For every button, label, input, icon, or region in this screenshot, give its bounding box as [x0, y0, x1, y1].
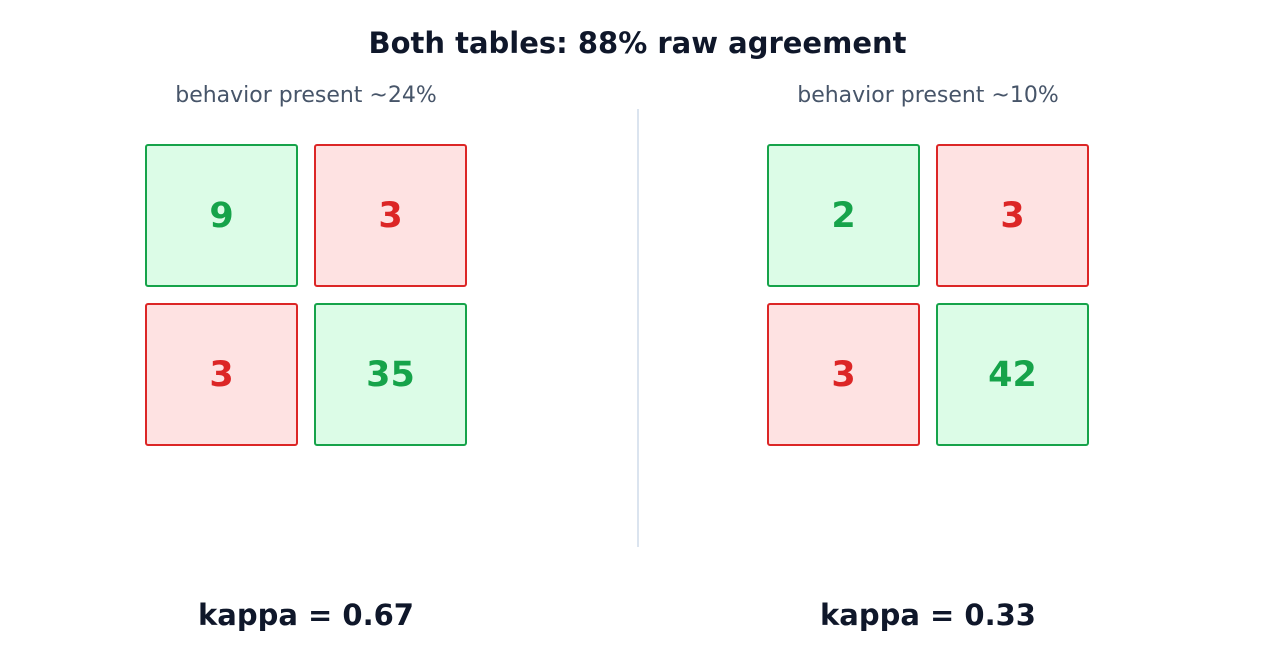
right-cell-disagree-bottom: 3 [767, 303, 920, 446]
left-cell-both-present: 9 [145, 144, 298, 287]
panel-divider [637, 109, 639, 547]
right-cell-both-absent: 42 [936, 303, 1089, 446]
left-kappa-label: kappa = 0.67 [198, 598, 414, 632]
left-panel-subtitle: behavior present ~24% [175, 83, 437, 108]
right-cell-both-present: 2 [767, 144, 920, 287]
right-cell-disagree-top: 3 [936, 144, 1089, 287]
left-cell-disagree-top: 3 [314, 144, 467, 287]
left-cell-disagree-bottom: 3 [145, 303, 298, 446]
right-kappa-label: kappa = 0.33 [820, 598, 1036, 632]
left-cell-both-absent: 35 [314, 303, 467, 446]
diagram-title: Both tables: 88% raw agreement [368, 26, 907, 60]
right-panel-subtitle: behavior present ~10% [797, 83, 1059, 108]
